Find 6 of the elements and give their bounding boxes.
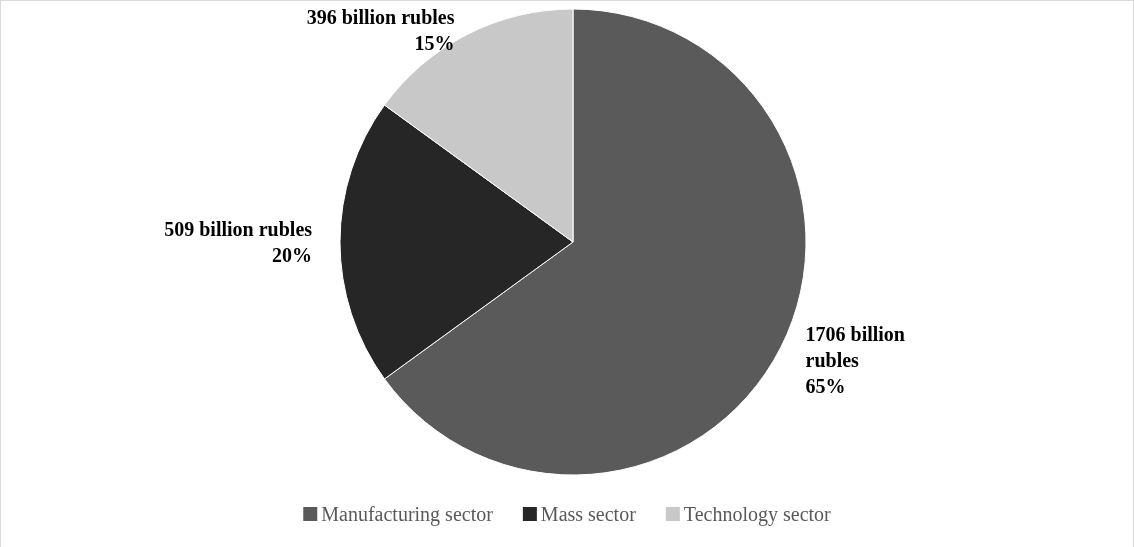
legend-label: Technology sector <box>683 503 832 526</box>
legend-label: Manufacturing sector <box>321 503 494 526</box>
data-label: 1706 billion rubles 65% <box>805 323 905 398</box>
data-label: 509 billion rubles 20% <box>164 218 313 266</box>
legend-label: Mass sector <box>540 503 637 525</box>
data-label: 396 billion rubles 15% <box>306 6 455 54</box>
